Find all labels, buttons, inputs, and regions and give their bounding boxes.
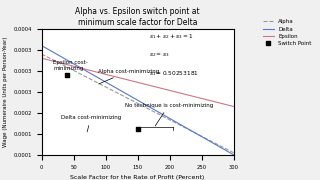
Text: No technique is cost-minimizing: No technique is cost-minimizing — [125, 102, 213, 126]
Text: $s_1 + s_2 + s_3 = 1$: $s_1 + s_2 + s_3 = 1$ — [149, 33, 193, 41]
Point — [135, 127, 140, 130]
Point — [65, 73, 70, 76]
Title: Alpha vs. Epsilon switch point at
minimum scale factor for Delta: Alpha vs. Epsilon switch point at minimu… — [75, 7, 200, 27]
Y-axis label: Wage (Numeraire Units per Person-Year): Wage (Numeraire Units per Person-Year) — [3, 37, 8, 147]
Text: Epsilon cost-
minimizing: Epsilon cost- minimizing — [53, 60, 88, 75]
Text: $s_1 \approx 0.50253181$: $s_1 \approx 0.50253181$ — [149, 69, 199, 78]
Legend: Alpha, Delta, Epsilon, Switch Point: Alpha, Delta, Epsilon, Switch Point — [261, 17, 314, 49]
Text: Alpha cost-minimizing: Alpha cost-minimizing — [98, 69, 159, 84]
Text: Delta cost-minimizing: Delta cost-minimizing — [61, 115, 121, 132]
X-axis label: Scale Factor for the Rate of Profit (Percent): Scale Factor for the Rate of Profit (Per… — [70, 175, 205, 180]
Text: $s_2 = s_3$: $s_2 = s_3$ — [149, 51, 170, 59]
